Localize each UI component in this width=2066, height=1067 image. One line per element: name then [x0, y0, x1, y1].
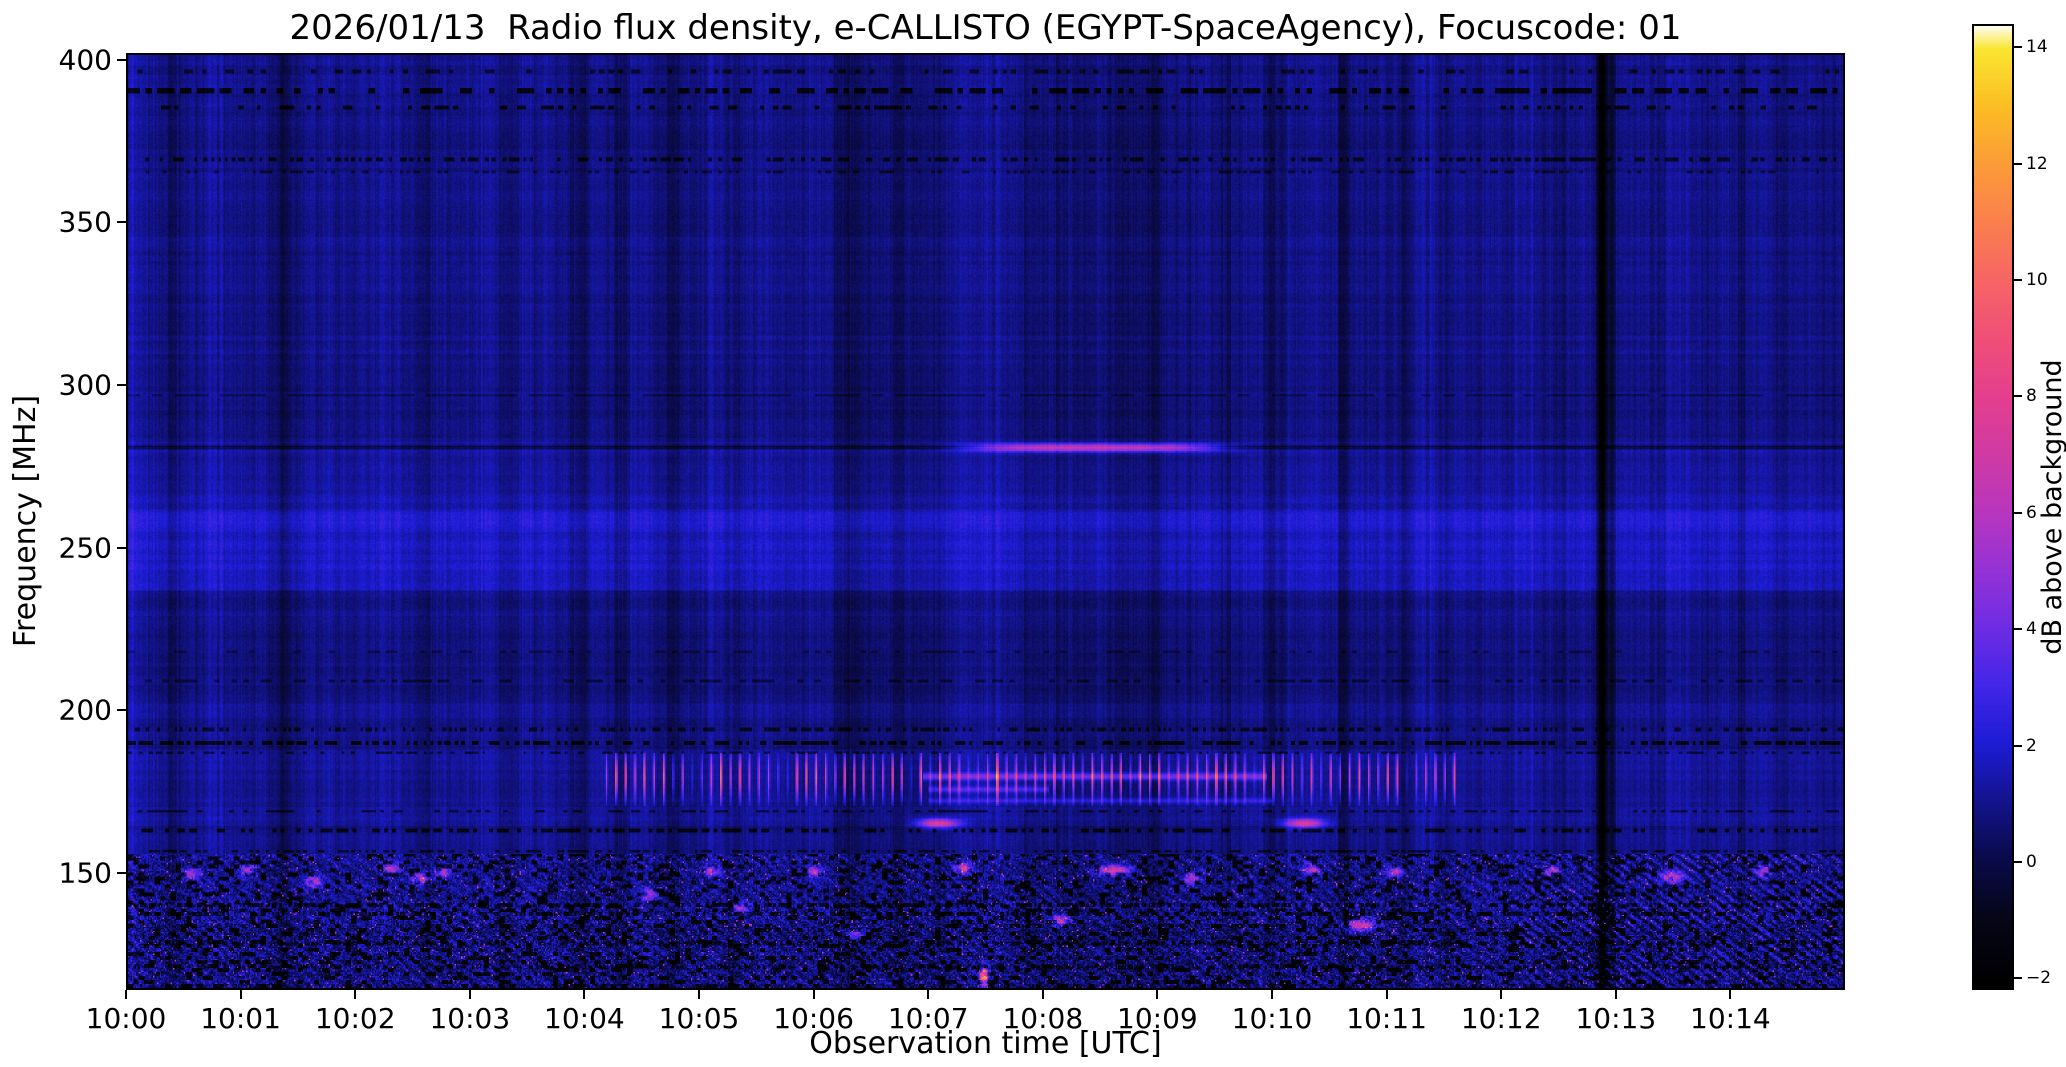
plot-area	[126, 53, 1845, 990]
x-tick-label: 10:07	[887, 1002, 969, 1035]
colorbar-tick-label: −2	[2026, 968, 2052, 989]
colorbar-tick-mark	[2014, 860, 2022, 863]
y-axis-label: Frequency [MHz]	[8, 394, 43, 648]
x-tick-mark	[1729, 990, 1732, 999]
y-tick-mark	[117, 871, 126, 874]
y-tick-label: 350	[58, 205, 112, 239]
colorbar-tick-label: 12	[2026, 153, 2048, 174]
x-tick-label: 10:11	[1346, 1002, 1427, 1035]
x-tick-mark	[239, 990, 242, 999]
x-tick-label: 10:09	[1117, 1002, 1198, 1035]
x-tick-mark	[1271, 990, 1273, 999]
colorbar-tick-mark	[2014, 395, 2022, 398]
colorbar-tick-mark	[2014, 511, 2022, 514]
x-tick-label: 10:02	[314, 1002, 396, 1035]
y-tick-mark	[117, 383, 126, 386]
x-tick-mark	[698, 990, 700, 999]
y-tick-label: 150	[58, 856, 112, 890]
x-tick-label: 10:08	[1002, 1002, 1084, 1035]
x-tick-mark	[1614, 990, 1617, 999]
x-tick-label: 10:04	[544, 1002, 625, 1035]
y-tick-label: 400	[58, 43, 112, 76]
x-tick-mark	[125, 990, 127, 999]
x-tick-label: 10:00	[85, 1002, 167, 1035]
x-tick-mark	[468, 990, 471, 999]
x-tick-mark	[583, 990, 586, 999]
x-tick-label: 10:10	[1231, 1002, 1313, 1035]
y-tick-mark	[117, 58, 126, 61]
x-tick-label: 10:13	[1575, 1002, 1657, 1035]
colorbar-tick-label: 10	[2026, 270, 2048, 291]
colorbar-tick-label: 0	[2026, 851, 2037, 872]
y-tick-label: 300	[58, 368, 112, 402]
colorbar-tick-label: 14	[2026, 37, 2048, 58]
x-tick-label: 10:14	[1690, 1002, 1771, 1035]
colorbar-label: dB above background	[2037, 359, 2066, 655]
y-tick-mark	[117, 221, 126, 224]
y-tick-mark	[117, 546, 126, 549]
y-tick-label: 250	[58, 531, 112, 565]
x-tick-mark	[1041, 990, 1044, 999]
x-tick-label: 10:01	[200, 1002, 281, 1035]
x-tick-mark	[927, 990, 930, 999]
colorbar-tick-mark	[2014, 628, 2022, 631]
colorbar-gradient	[1974, 26, 2012, 988]
colorbar-tick-label: 4	[2026, 619, 2037, 640]
colorbar-tick-label: 2	[2026, 735, 2037, 756]
x-tick-mark	[812, 990, 815, 999]
colorbar-tick-mark	[2014, 162, 2022, 165]
x-tick-label: 10:05	[658, 1002, 740, 1035]
colorbar-tick-label: 8	[2026, 386, 2037, 407]
x-axis-label: Observation time [UTC]	[809, 1026, 1162, 1061]
x-tick-mark	[354, 990, 357, 999]
x-tick-mark	[1500, 990, 1503, 999]
y-tick-label: 200	[58, 693, 112, 727]
y-tick-mark	[117, 709, 126, 712]
x-tick-mark	[1156, 990, 1159, 999]
x-tick-label: 10:03	[429, 1002, 511, 1035]
colorbar-tick-label: 6	[2026, 502, 2037, 523]
colorbar-tick-mark	[2014, 46, 2022, 49]
colorbar	[1972, 24, 2014, 990]
x-tick-label: 10:06	[773, 1002, 854, 1035]
x-tick-label: 10:12	[1460, 1002, 1542, 1035]
chart-title: 2026/01/13 Radio flux density, e-CALLIST…	[289, 8, 1682, 48]
colorbar-tick-mark	[2014, 279, 2022, 282]
colorbar-tick-mark	[2014, 977, 2022, 980]
x-tick-mark	[1385, 990, 1388, 999]
spectrogram-canvas	[128, 55, 1843, 988]
colorbar-tick-mark	[2014, 744, 2022, 747]
